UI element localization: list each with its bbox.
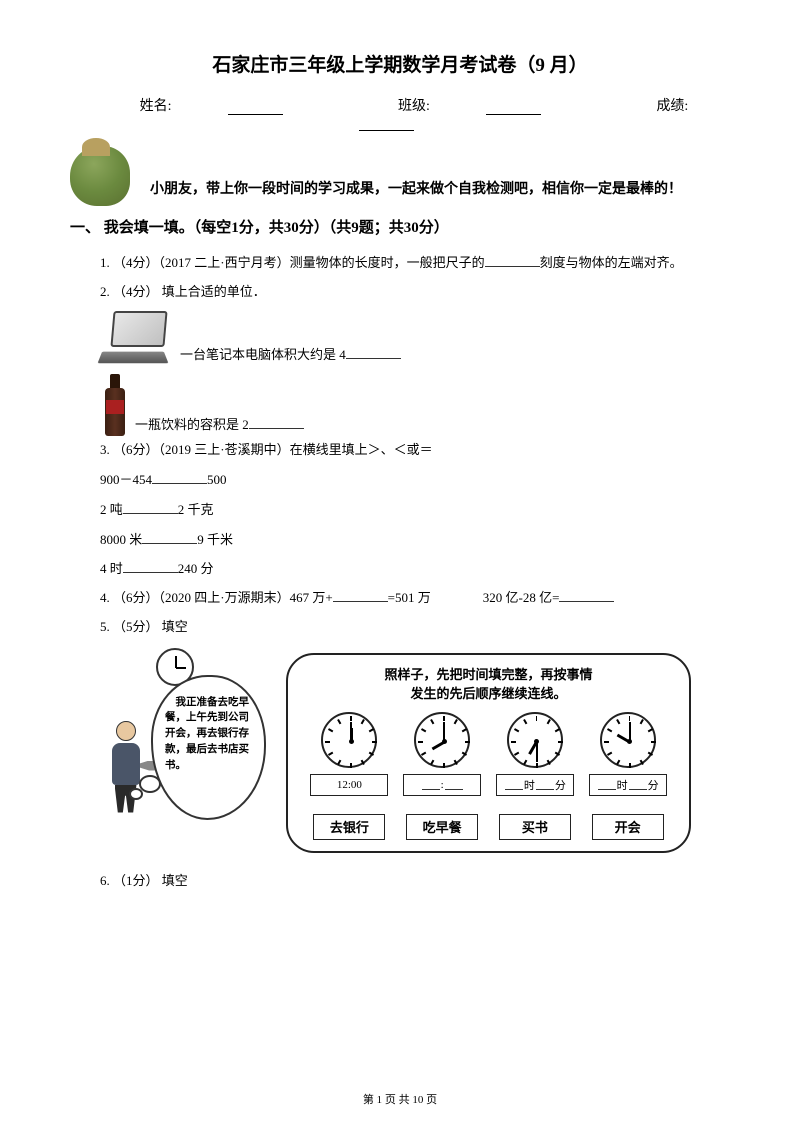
question-6-label: 6. （1分） 填空	[100, 867, 730, 896]
time-box-2[interactable]: :	[403, 774, 481, 796]
clock-4	[600, 712, 656, 768]
person-icon	[103, 721, 148, 816]
question-4: 4. （6分）（2020 四上·万源期末）467 万+=501 万 320 亿-…	[100, 584, 730, 613]
q2-laptop-row: 一台笔记本电脑体积大约是 4	[70, 306, 730, 366]
class-label: 班级:	[398, 99, 430, 114]
name-blank[interactable]	[228, 101, 283, 115]
q3-line-1: 900－454500	[100, 465, 730, 495]
question-2-label: 2. （4分） 填上合适的单位．	[100, 278, 730, 307]
intro-row: 小朋友，带上你一段时间的学习成果，一起来做个自我检测吧，相信你一定是最棒的！	[70, 146, 730, 206]
student-info-line: 姓名: 班级: 成绩:	[70, 95, 730, 131]
q2-bottle-row: 一瓶饮料的容积是 2	[70, 366, 730, 436]
exam-title: 石家庄市三年级上学期数学月考试卷（9 月）	[70, 50, 730, 77]
clock-2	[414, 712, 470, 768]
question-5-label: 5. （5分） 填空	[100, 613, 730, 642]
page-footer: 第 1 页 共 10 页	[0, 1091, 800, 1107]
clocks-row	[303, 712, 674, 768]
section-1-header: 一、 我会填一填。（每空1分，共30分）（共9题；共30分）	[70, 216, 730, 237]
class-blank[interactable]	[486, 101, 541, 115]
laptop-icon	[100, 311, 172, 366]
q2-blank-2[interactable]	[249, 416, 304, 429]
mascot-icon	[70, 146, 130, 206]
q2-blank-1[interactable]	[346, 346, 401, 359]
q5-diagram: 我正准备去吃早餐，上午先到公司开会，再去银行存款，最后去书店买书。 照样子，先把…	[100, 652, 730, 857]
question-1: 1. （4分）（2017 二上·西宁月考）测量物体的长度时，一般把尺子的刻度与物…	[100, 249, 730, 278]
score-label: 成绩:	[656, 99, 688, 114]
time-box-4[interactable]: 时分	[589, 774, 667, 796]
q3-line-4: 4 时240 分	[100, 554, 730, 584]
time-boxes-row: 12:00 : 时分 时分	[303, 774, 674, 796]
intro-text: 小朋友，带上你一段时间的学习成果，一起来做个自我检测吧，相信你一定是最棒的！	[150, 179, 682, 206]
time-box-1: 12:00	[310, 774, 388, 796]
q3-line-3: 8000 米9 千米	[100, 525, 730, 555]
score-blank[interactable]	[359, 117, 414, 131]
clock-3	[507, 712, 563, 768]
panel-title: 照样子，先把时间填完整，再按事情发生的先后顺序继续连线。	[303, 665, 674, 704]
action-boxes-row: 去银行 吃早餐 买书 开会	[303, 814, 674, 840]
action-box-4[interactable]: 开会	[592, 814, 664, 840]
name-label: 姓名:	[140, 99, 172, 114]
action-box-2[interactable]: 吃早餐	[406, 814, 478, 840]
speech-bubble: 我正准备去吃早餐，上午先到公司开会，再去银行存款，最后去书店买书。	[151, 675, 266, 820]
bottle-icon	[105, 374, 127, 436]
q3-line-2: 2 吨2 千克	[100, 495, 730, 525]
clock-1	[321, 712, 377, 768]
action-box-3[interactable]: 买书	[499, 814, 571, 840]
action-box-1[interactable]: 去银行	[313, 814, 385, 840]
q1-blank[interactable]	[485, 254, 540, 267]
q5-panel: 照样子，先把时间填完整，再按事情发生的先后顺序继续连线。 12:00 : 时分 …	[286, 653, 691, 853]
question-3-label: 3. （6分）（2019 三上·苍溪期中）在横线里填上＞、＜或＝	[100, 436, 730, 465]
time-box-3[interactable]: 时分	[496, 774, 574, 796]
